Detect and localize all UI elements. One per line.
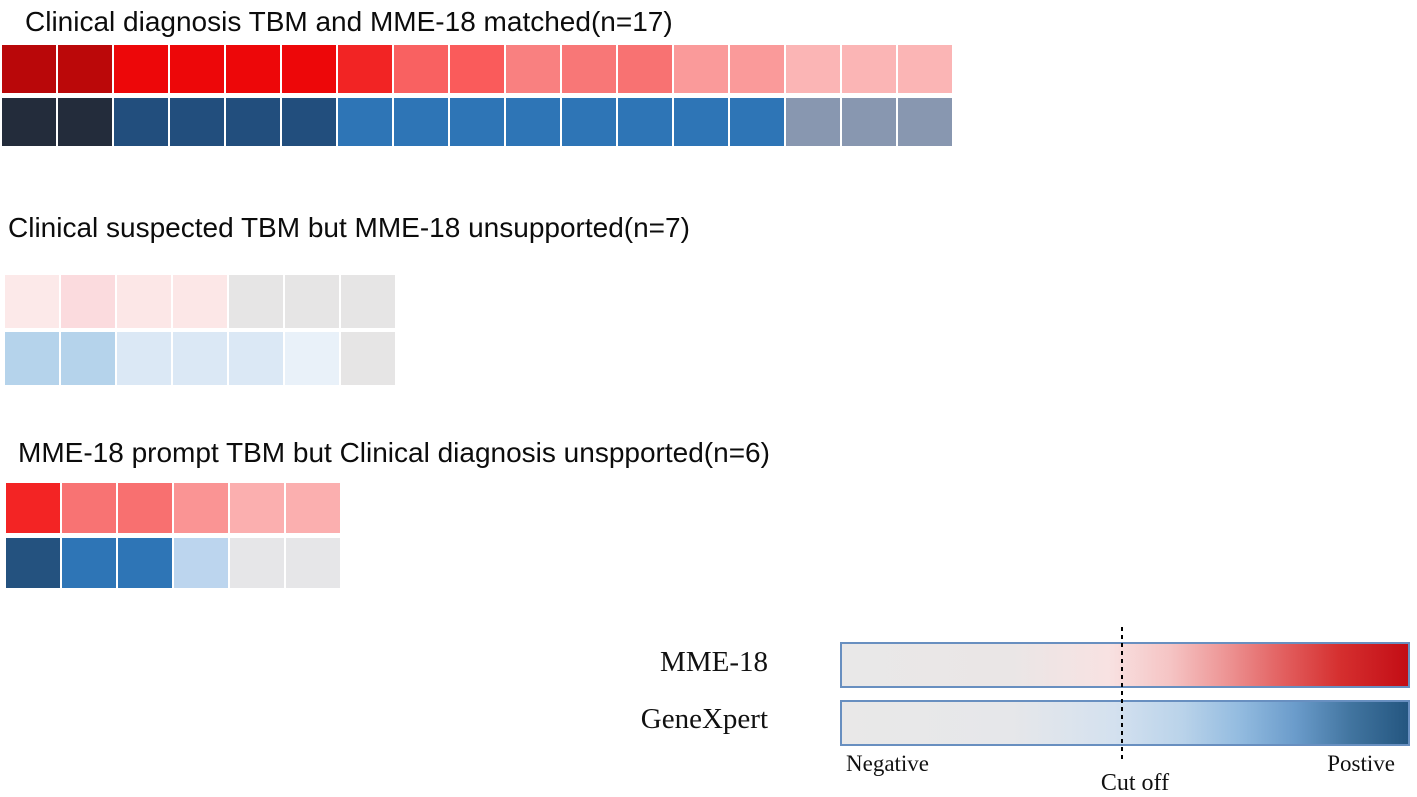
genexpert-heatmap-row — [6, 538, 340, 588]
heatmap-cell — [786, 45, 840, 93]
group-clinical-only-title: Clinical suspected TBM but MME-18 unsupp… — [8, 212, 690, 243]
heatmap-cell — [226, 45, 280, 93]
heatmap-cell — [842, 45, 896, 93]
heatmap-cell — [229, 332, 283, 385]
legend-mme18-label: MME-18 — [660, 646, 768, 678]
mme18-heatmap-row — [2, 45, 952, 93]
heatmap-cell — [286, 483, 340, 533]
mme18-heatmap-row — [6, 483, 340, 533]
heatmap-cell — [282, 98, 336, 146]
heatmap-cell — [62, 483, 116, 533]
heatmap-cell — [170, 45, 224, 93]
heatmap-cell — [338, 45, 392, 93]
genexpert-heatmap-row — [2, 98, 952, 146]
heatmap-cell — [118, 538, 172, 588]
heatmap-cell — [730, 45, 784, 93]
heatmap-cell — [173, 332, 227, 385]
heatmap-cell — [62, 538, 116, 588]
heatmap-cell — [6, 483, 60, 533]
heatmap-cell — [114, 45, 168, 93]
heatmap-cell — [674, 45, 728, 93]
heatmap-cell — [618, 98, 672, 146]
mme18-gradient-bar — [840, 642, 1410, 688]
heatmap-cell — [173, 275, 227, 328]
heatmap-cell — [341, 275, 395, 328]
heatmap-cell — [898, 98, 952, 146]
legend-genexpert-label: GeneXpert — [640, 703, 768, 735]
heatmap-cell — [394, 98, 448, 146]
heatmap-cell — [61, 332, 115, 385]
heatmap-cell — [5, 332, 59, 385]
genexpert-gradient-bar — [840, 700, 1410, 746]
heatmap-cell — [286, 538, 340, 588]
group-matched-title: Clinical diagnosis TBM and MME-18 matche… — [25, 6, 673, 37]
heatmap-cell — [786, 98, 840, 146]
heatmap-cell — [394, 45, 448, 93]
heatmap-cell — [341, 332, 395, 385]
heatmap-cell — [230, 538, 284, 588]
heatmap-cell — [174, 538, 228, 588]
heatmap-cell — [2, 98, 56, 146]
heatmap-cell — [114, 98, 168, 146]
heatmap-cell — [450, 45, 504, 93]
cutoff-dashed-line — [1121, 627, 1123, 760]
heatmap-cell — [618, 45, 672, 93]
heatmap-cell — [2, 45, 56, 93]
heatmap-cell — [842, 98, 896, 146]
heatmap-cell — [562, 98, 616, 146]
heatmap-cell — [174, 483, 228, 533]
heatmap-cell — [506, 45, 560, 93]
heatmap-cell — [506, 98, 560, 146]
heatmap-cell — [898, 45, 952, 93]
heatmap-cell — [117, 275, 171, 328]
heatmap-cell — [5, 275, 59, 328]
heatmap-cell — [285, 332, 339, 385]
cutoff-label: Cut off — [1100, 770, 1170, 796]
heatmap-cell — [170, 98, 224, 146]
heatmap-cell — [118, 483, 172, 533]
group-mme18-only-title: MME-18 prompt TBM but Clinical diagnosis… — [18, 437, 770, 468]
heatmap-cell — [450, 98, 504, 146]
heatmap-cell — [226, 98, 280, 146]
mme18-heatmap-row — [5, 275, 395, 328]
heatmap-cell — [282, 45, 336, 93]
heatmap-cell — [6, 538, 60, 588]
heatmap-cell — [229, 275, 283, 328]
heatmap-cell — [230, 483, 284, 533]
heatmap-cell — [285, 275, 339, 328]
heatmap-cell — [338, 98, 392, 146]
heatmap-cell — [61, 275, 115, 328]
genexpert-heatmap-row — [5, 332, 395, 385]
heatmap-cell — [58, 45, 112, 93]
heatmap-cell — [674, 98, 728, 146]
positive-label: Postive — [1327, 751, 1395, 776]
heatmap-cell — [562, 45, 616, 93]
negative-label: Negative — [846, 751, 930, 776]
heatmap-cell — [117, 332, 171, 385]
heatmap-cell — [730, 98, 784, 146]
heatmap-cell — [58, 98, 112, 146]
